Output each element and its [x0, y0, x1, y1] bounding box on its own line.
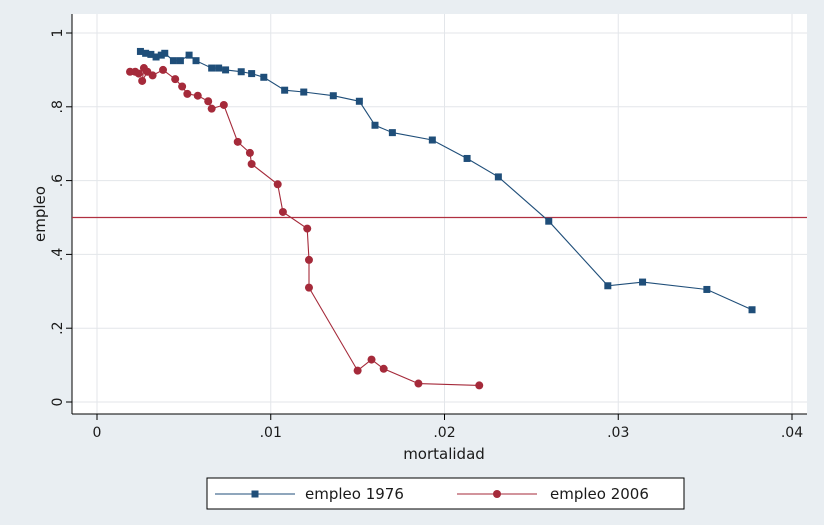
x-tick-label-3: .03 — [607, 425, 629, 441]
data-point — [152, 53, 160, 61]
x-axis-ticks: 0 .01 .02 .03 .04 — [93, 414, 803, 441]
data-point — [303, 224, 312, 233]
data-point — [281, 86, 289, 94]
series-0 — [136, 47, 756, 314]
data-point — [193, 91, 202, 100]
plot-area — [72, 14, 807, 414]
data-point — [353, 366, 362, 375]
data-point — [142, 49, 150, 57]
data-point — [371, 121, 379, 129]
x-tick-label-0: 0 — [93, 425, 102, 441]
data-point — [134, 69, 143, 78]
legend: empleo 1976 empleo 2006 — [206, 477, 685, 510]
y-tick-label-4: .8 — [50, 100, 66, 113]
data-point — [428, 136, 436, 144]
y-axis-title: empleo — [31, 186, 49, 242]
data-point — [300, 88, 308, 96]
data-point — [215, 64, 223, 72]
series-1 — [126, 64, 484, 390]
data-point — [379, 364, 388, 373]
data-point — [304, 255, 313, 264]
data-point — [159, 65, 168, 74]
data-point — [171, 75, 180, 84]
data-point — [219, 100, 228, 109]
x-tick-label-2: .02 — [433, 425, 455, 441]
data-point — [208, 64, 216, 72]
data-point — [233, 137, 242, 146]
data-point — [204, 97, 213, 106]
data-point — [247, 159, 256, 168]
y-axis-ticks: 0 .2 .4 .6 .8 1 — [50, 29, 72, 407]
data-point — [604, 282, 612, 290]
data-point — [147, 50, 155, 58]
data-point — [136, 47, 144, 55]
data-point — [237, 68, 245, 76]
data-point — [222, 66, 230, 74]
data-point — [639, 278, 647, 286]
y-tick-label-0: 0 — [50, 398, 66, 407]
data-point — [248, 70, 256, 78]
data-point — [138, 76, 147, 85]
data-point — [183, 89, 192, 98]
data-point — [245, 148, 254, 157]
y-tick-label-2: .4 — [50, 248, 66, 261]
data-point — [414, 379, 423, 388]
data-point — [185, 51, 193, 59]
data-point — [545, 217, 553, 225]
data-point — [273, 180, 282, 189]
data-point — [176, 57, 184, 65]
data-point — [463, 154, 471, 162]
data-point — [304, 283, 313, 292]
y-tick-label-5: 1 — [50, 29, 66, 38]
data-point — [475, 381, 484, 390]
data-point — [748, 306, 756, 314]
y-tick-label-1: .2 — [50, 322, 66, 335]
legend-marker-1976 — [251, 490, 259, 498]
data-point — [192, 57, 200, 65]
y-tick-label-3: .6 — [50, 174, 66, 187]
grid — [72, 14, 807, 414]
data-point — [161, 49, 169, 57]
data-point — [355, 97, 363, 105]
x-axis-title: mortalidad — [403, 445, 485, 463]
legend-label-2006: empleo 2006 — [550, 485, 649, 503]
x-tick-label-4: .04 — [781, 425, 803, 441]
series-layer — [126, 47, 756, 390]
data-point — [367, 355, 376, 364]
data-point — [148, 71, 157, 80]
data-point — [178, 82, 187, 91]
data-point — [207, 104, 216, 113]
legend-marker-2006 — [493, 490, 501, 498]
data-point — [260, 73, 268, 81]
data-point — [329, 92, 337, 100]
data-point — [494, 173, 502, 181]
series-line-1 — [130, 66, 480, 386]
x-tick-label-1: .01 — [260, 425, 282, 441]
data-point — [169, 57, 177, 65]
data-point — [388, 129, 396, 137]
legend-label-1976: empleo 1976 — [305, 485, 404, 503]
data-point — [703, 285, 711, 293]
data-point — [278, 207, 287, 216]
